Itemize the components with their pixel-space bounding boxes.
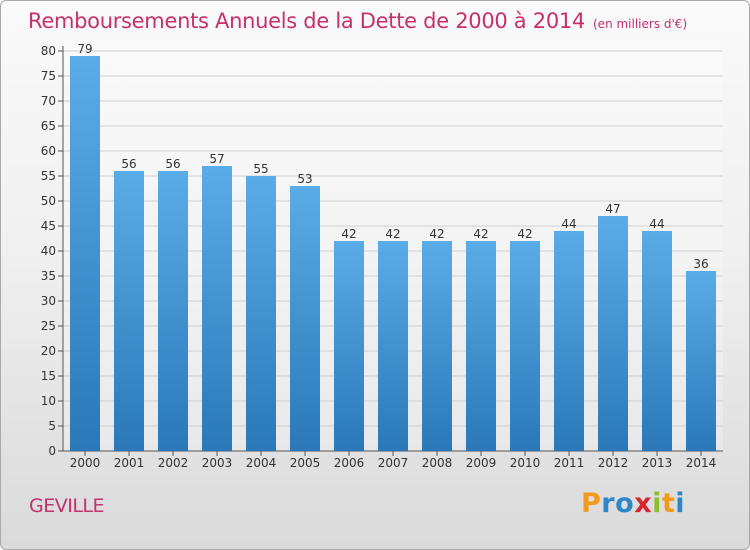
- x-tick-label-2010: 2010: [510, 456, 541, 470]
- data-label-2011: 44: [561, 217, 576, 231]
- y-tick-label: 10: [41, 394, 56, 408]
- proxiti-logo[interactable]: Proxiti: [581, 488, 685, 519]
- data-label-2008: 42: [429, 227, 444, 241]
- y-tick-label: 60: [41, 144, 56, 158]
- y-tick-label: 75: [41, 69, 56, 83]
- data-label-2004: 55: [253, 162, 268, 176]
- y-tick-label: 45: [41, 219, 56, 233]
- bar-2004: [246, 176, 276, 451]
- x-tick-label-2001: 2001: [114, 456, 145, 470]
- y-tick-label: 35: [41, 269, 56, 283]
- data-label-2005: 53: [297, 172, 312, 186]
- logo-letter: P: [581, 488, 602, 519]
- y-tick-label: 0: [48, 444, 56, 458]
- logo-letter: i: [652, 488, 662, 519]
- logo-letter: o: [615, 488, 635, 519]
- x-tick-label-2006: 2006: [334, 456, 365, 470]
- logo-letter: i: [675, 488, 686, 519]
- x-tick-label-2013: 2013: [642, 456, 673, 470]
- chart-title-text: Remboursements Annuels de la Dette de 20…: [28, 9, 585, 33]
- bar-2002: [158, 171, 188, 451]
- data-label-2002: 56: [165, 157, 180, 171]
- data-label-2013: 44: [649, 217, 664, 231]
- x-tick-label-2008: 2008: [422, 456, 453, 470]
- y-tick-label: 20: [41, 344, 56, 358]
- data-label-2009: 42: [473, 227, 488, 241]
- chart-subtitle: (en milliers d'€): [593, 17, 688, 31]
- bar-2001: [114, 171, 144, 451]
- data-label-2000: 79: [77, 42, 92, 56]
- data-label-2003: 57: [209, 152, 224, 166]
- x-tick-label-2005: 2005: [290, 456, 321, 470]
- bar-2006: [334, 241, 364, 451]
- data-label-2001: 56: [121, 157, 136, 171]
- y-tick-label: 80: [41, 44, 56, 58]
- y-tick-label: 5: [48, 419, 56, 433]
- logo-letter: t: [661, 488, 676, 519]
- y-tick-label: 55: [41, 169, 56, 183]
- y-tick-label: 50: [41, 194, 56, 208]
- bar-2003: [202, 166, 232, 451]
- y-tick-label: 40: [41, 244, 56, 258]
- bar-2009: [466, 241, 496, 451]
- logo-letter: x: [634, 488, 653, 519]
- x-tick-label-2011: 2011: [554, 456, 585, 470]
- x-tick-label-2007: 2007: [378, 456, 409, 470]
- bar-2011: [554, 231, 584, 451]
- data-label-2006: 42: [341, 227, 356, 241]
- y-tick-label: 65: [41, 119, 56, 133]
- bar-2014: [686, 271, 716, 451]
- bar-2010: [510, 241, 540, 451]
- x-tick-label-2004: 2004: [246, 456, 277, 470]
- bar-2008: [422, 241, 452, 451]
- bar-2013: [642, 231, 672, 451]
- x-tick-label-2000: 2000: [70, 456, 101, 470]
- x-tick-label-2003: 2003: [202, 456, 233, 470]
- x-tick-label-2009: 2009: [466, 456, 497, 470]
- y-tick-label: 25: [41, 319, 56, 333]
- chart-title: Remboursements Annuels de la Dette de 20…: [28, 9, 687, 33]
- logo-letter: r: [601, 488, 616, 519]
- bar-2007: [378, 241, 408, 451]
- y-tick-label: 30: [41, 294, 56, 308]
- y-tick-label: 70: [41, 94, 56, 108]
- data-label-2012: 47: [605, 202, 620, 216]
- data-label-2014: 36: [693, 257, 708, 271]
- bar-2005: [290, 186, 320, 451]
- x-tick-label-2012: 2012: [598, 456, 629, 470]
- bar-2000: [70, 56, 100, 451]
- data-label-2010: 42: [517, 227, 532, 241]
- x-tick-label-2002: 2002: [158, 456, 189, 470]
- y-tick-label: 15: [41, 369, 56, 383]
- x-tick-label-2014: 2014: [686, 456, 717, 470]
- bar-2012: [598, 216, 628, 451]
- data-label-2007: 42: [385, 227, 400, 241]
- commune-name: GEVILLE: [29, 495, 105, 517]
